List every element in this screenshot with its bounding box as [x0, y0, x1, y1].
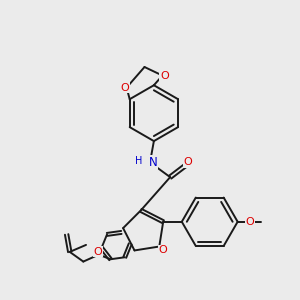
Text: N: N [149, 156, 158, 169]
Text: O: O [246, 217, 254, 227]
Text: O: O [183, 158, 192, 167]
Text: O: O [159, 245, 167, 255]
Text: O: O [120, 82, 129, 93]
Text: H: H [136, 156, 143, 166]
Text: O: O [160, 70, 169, 80]
Text: O: O [93, 247, 102, 256]
